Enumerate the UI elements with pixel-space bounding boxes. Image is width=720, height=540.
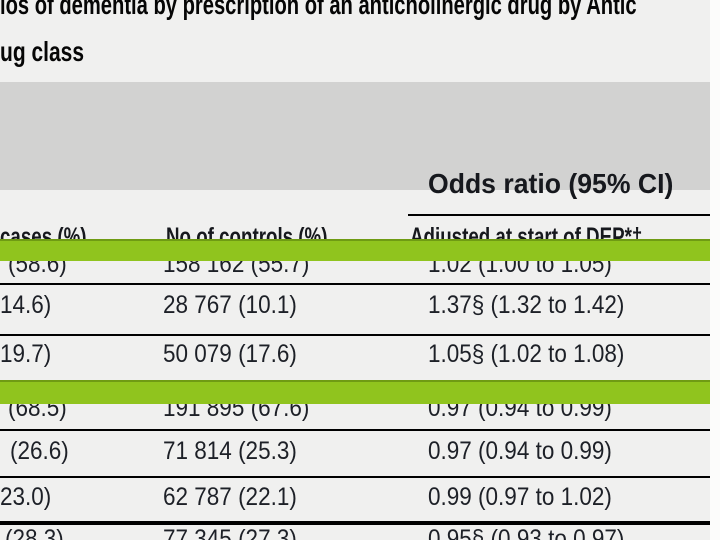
row-divider [0,476,710,478]
cell-odds-ratio: 1.37§ (1.32 to 1.42) [428,291,625,319]
span-header-rule [408,214,710,216]
cell-cases: 19.7) [0,340,52,368]
highlight-bar [0,380,710,404]
cell-controls: 28 767 (10.1) [163,291,297,319]
cell-cases: (28.3) [5,525,64,540]
cell-odds-ratio: 0.95§ (0.93 to 0.97) [428,525,625,540]
table-header-band: Odds ratio (95% CI) cases (%) No of cont… [0,82,710,250]
section-divider-thick [0,521,710,525]
table-title-line1: ios of dementia by prescription of an an… [0,0,637,20]
cell-controls: 77 345 (27.3) [163,525,297,540]
row-divider [0,283,710,285]
cell-cases: 14.6) [0,291,52,319]
cell-controls: 50 079 (17.6) [163,340,297,368]
table-row: (26.6) 71 814 (25.3) 0.97 (0.94 to 0.99) [0,439,710,469]
cell-cases: (26.6) [10,437,69,465]
cell-controls: 62 787 (22.1) [163,483,297,511]
page-margin [710,0,720,540]
table-row: (28.3) 77 345 (27.3) 0.95§ (0.93 to 0.97… [0,527,710,540]
odds-ratio-span-header: Odds ratio (95% CI) [428,168,674,199]
cell-cases: 23.0) [0,483,52,511]
table-row: 23.0) 62 787 (22.1) 0.99 (0.97 to 1.02) [0,485,710,515]
cell-odds-ratio: 1.05§ (1.02 to 1.08) [428,340,625,368]
cell-odds-ratio: 0.97 (0.94 to 0.99) [428,437,612,465]
cell-odds-ratio: 0.99 (0.97 to 1.02) [428,483,612,511]
table-title-line2: ug class [0,36,85,67]
row-divider [0,334,710,336]
highlight-bar [0,239,710,261]
cell-controls: 71 814 (25.3) [163,437,297,465]
table-row: 14.6) 28 767 (10.1) 1.37§ (1.32 to 1.42) [0,293,710,323]
table-row: 19.7) 50 079 (17.6) 1.05§ (1.02 to 1.08) [0,342,710,372]
row-divider [0,429,710,431]
